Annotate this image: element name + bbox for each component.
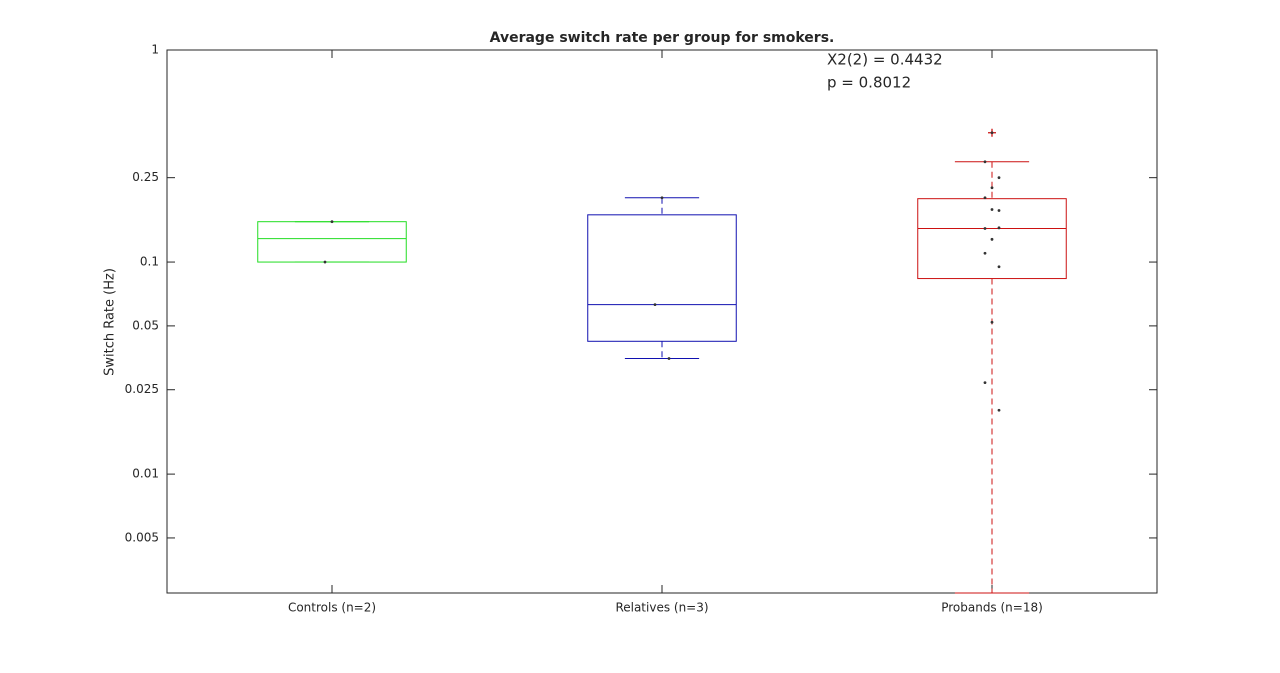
data-point bbox=[660, 196, 664, 200]
data-point bbox=[653, 303, 657, 307]
annotation: X2(2) = 0.4432 bbox=[827, 51, 943, 69]
data-point bbox=[983, 381, 987, 385]
data-point bbox=[990, 320, 994, 324]
data-point bbox=[983, 251, 987, 255]
data-point bbox=[990, 186, 994, 190]
y-tick-label: 0.25 bbox=[132, 170, 159, 184]
data-point bbox=[997, 209, 1001, 212]
y-tick-label: 0.005 bbox=[125, 530, 159, 544]
x-tick-label: Probands (n=18) bbox=[941, 601, 1043, 615]
data-point bbox=[997, 265, 1001, 269]
plot-frame bbox=[166, 49, 1158, 594]
box bbox=[917, 198, 1067, 280]
data-point bbox=[997, 408, 1001, 412]
data-point bbox=[997, 226, 1001, 230]
y-tick-label: 0.025 bbox=[125, 382, 159, 396]
data-point bbox=[990, 237, 994, 241]
y-axis-label: Switch Rate (Hz) bbox=[103, 268, 118, 376]
data-point bbox=[323, 260, 327, 264]
data-point bbox=[330, 220, 334, 224]
y-tick-label: 0.05 bbox=[132, 318, 159, 332]
y-tick-label: 0.1 bbox=[140, 255, 159, 269]
chart-title: Average switch rate per group for smoker… bbox=[490, 30, 835, 46]
y-tick-label: 0.01 bbox=[132, 467, 159, 481]
annotation: p = 0.8012 bbox=[827, 74, 911, 92]
data-point bbox=[983, 196, 987, 200]
box bbox=[587, 214, 737, 342]
data-point bbox=[983, 160, 987, 164]
x-tick-label: Relatives (n=3) bbox=[615, 601, 708, 615]
data-point bbox=[990, 208, 994, 211]
y-tick-label: 1 bbox=[151, 43, 159, 57]
x-tick-label: Controls (n=2) bbox=[288, 601, 376, 615]
data-point bbox=[983, 227, 987, 230]
data-point bbox=[990, 131, 994, 135]
data-point bbox=[997, 176, 1001, 180]
data-point bbox=[667, 357, 671, 360]
